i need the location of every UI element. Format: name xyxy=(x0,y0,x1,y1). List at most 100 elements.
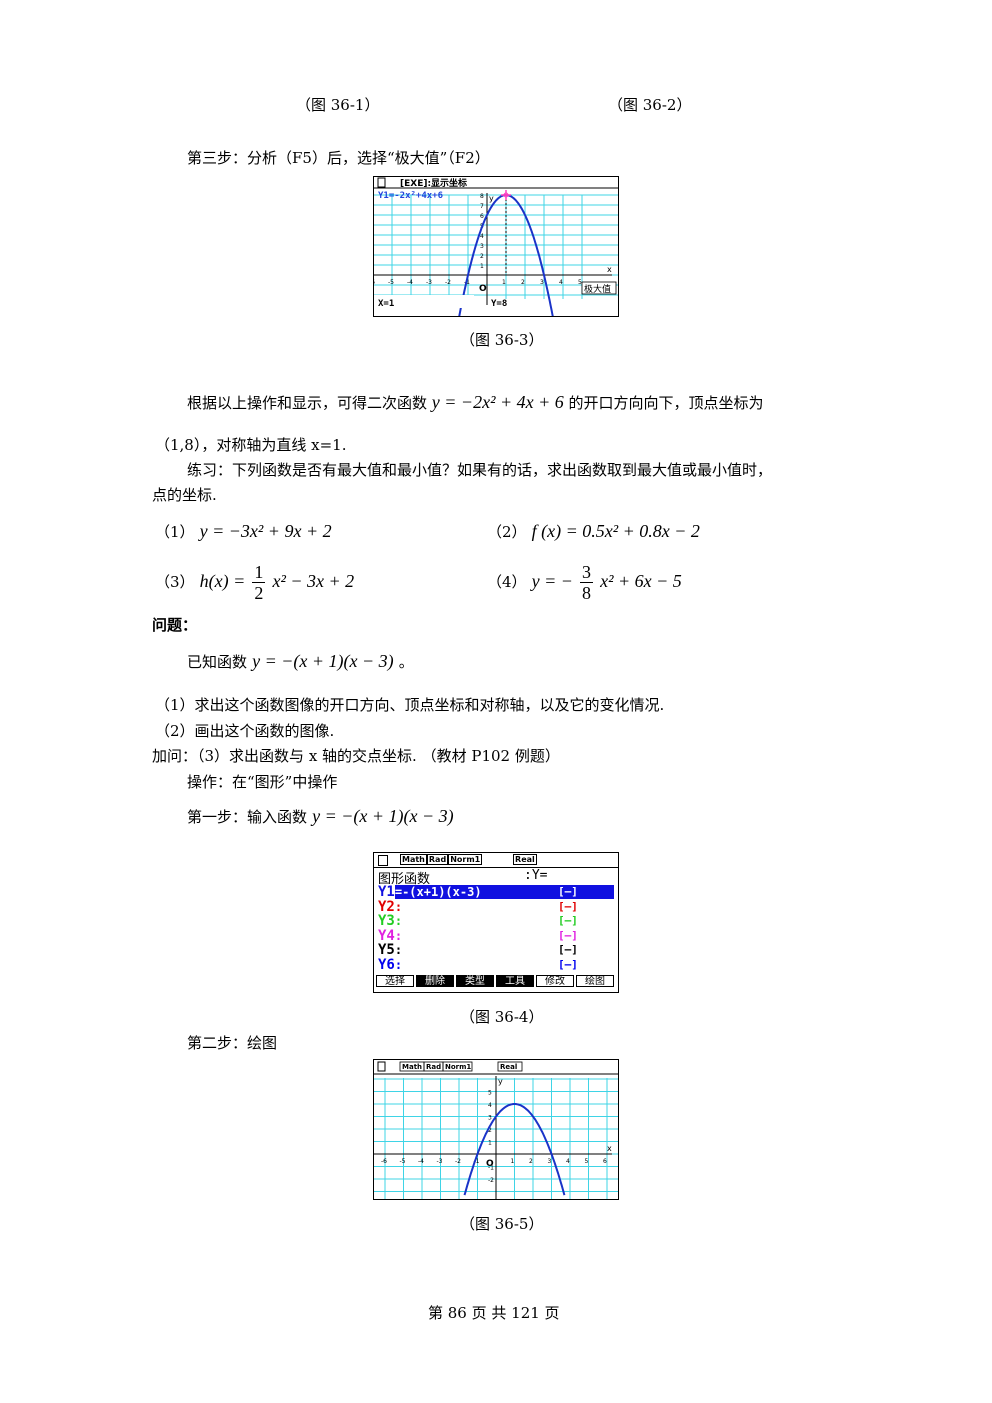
line-style-indicator[interactable]: [—] xyxy=(558,914,578,927)
y-axis-label: y xyxy=(498,1077,503,1086)
status-norm: Norm1 xyxy=(448,854,483,865)
conclusion-line-2: （1,8），对称轴为直线 x=1. xyxy=(155,436,347,454)
exercise-item-1: （1） y = −3x² + 9x + 2 xyxy=(155,521,332,542)
function-expression: : xyxy=(394,914,403,928)
function-text: Y1=-2x²+4x+6 xyxy=(378,191,443,201)
function-row-y3[interactable]: Y3: [—] xyxy=(378,914,614,928)
function-key-bar: 选择 删除 类型 工具 修改 绘图 xyxy=(376,975,616,989)
parabola-curve xyxy=(463,1103,566,1196)
line-style-indicator[interactable]: [—] xyxy=(558,885,578,898)
status-rad: Rad xyxy=(426,854,449,865)
x-tick-label: -3 xyxy=(426,279,432,286)
y-tick-label: 8 xyxy=(480,193,484,200)
line-style-indicator[interactable]: [—] xyxy=(558,928,578,942)
graph-36-3: xy987654321-6-5-4-3-2-112345O[EXE]:显示坐标Y… xyxy=(374,177,618,316)
status-bg xyxy=(374,1060,618,1074)
fkey-f5-button[interactable]: 修改 xyxy=(536,975,574,987)
fkey-f2-button[interactable]: 删除 xyxy=(416,975,454,987)
x-tick-label: -4 xyxy=(407,279,413,286)
fraction-denominator: 2 xyxy=(254,583,264,603)
fkey-f4-button[interactable]: 工具 xyxy=(496,975,534,987)
given-punct: 。 xyxy=(398,653,414,671)
question-1: （1）求出这个函数图像的开口方向、顶点坐标和对称轴，以及它的变化情况. xyxy=(155,696,665,714)
status-norm1: Norm1 xyxy=(445,1063,471,1071)
conclusion-formula: y = −2x² + 4x + 6 xyxy=(431,392,564,412)
function-row-y2[interactable]: Y2: [—] xyxy=(378,900,614,914)
exercise-formula: y = −3x² + 9x + 2 xyxy=(199,521,332,541)
function-label: Y1 xyxy=(378,884,395,900)
y-tick-label: -2 xyxy=(488,1177,494,1184)
step1-formula: y = −(x + 1)(x − 3) xyxy=(312,806,454,826)
calculator-screen-36-5: Math Rad Norm1 Real x y 5 4 3 2 1 -1 -2 -6 -5 -4 -3 -2 -1 1… xyxy=(373,1059,619,1200)
x-readout: X=1 xyxy=(378,299,394,309)
function-label: Y6 xyxy=(378,956,395,973)
x-tick-label: 4 xyxy=(566,1158,570,1165)
step3-text: 第三步：分析（F5）后，选择“极大值”（F2） xyxy=(187,149,490,167)
y-tick-label: 2 xyxy=(488,1127,492,1134)
y-tick-label: 4 xyxy=(480,233,484,240)
fkey-f1-button[interactable]: 选择 xyxy=(376,975,414,987)
y-tick-label: 7 xyxy=(480,203,484,210)
x-axis-label: x xyxy=(607,1144,612,1153)
fraction-denominator: 8 xyxy=(582,583,592,603)
x-tick-label: -2 xyxy=(445,279,451,286)
conclusion-text-before: 根据以上操作和显示，可得二次函数 xyxy=(187,394,428,412)
exercise-item-label: （3） xyxy=(155,573,195,591)
exercise-formula: f (x) = 0.5x² + 0.8x − 2 xyxy=(531,521,700,541)
x-tick-label: 3 xyxy=(540,279,544,286)
x-axis-label: x xyxy=(607,265,612,274)
fraction-numerator: 3 xyxy=(580,562,594,583)
caption-fig-36-4: （图 36-4） xyxy=(460,1008,544,1026)
vertex-marker-circle xyxy=(503,192,509,198)
x-tick-label: 3 xyxy=(548,1158,552,1165)
x-tick-label: 5 xyxy=(585,1158,589,1165)
status-math: Math xyxy=(400,854,427,865)
function-row-y5[interactable]: Y5: [—] xyxy=(378,943,614,957)
exercise-formula-prefix: h(x) = xyxy=(199,571,246,591)
calculator-screen-36-4: Math Rad Norm1 Real 图形函数 :Y= Y1=-(x+1)(x-3… xyxy=(373,852,619,993)
problem-heading: 问题： xyxy=(152,616,198,634)
exercise-item-label: （2） xyxy=(487,523,527,541)
function-row-y6[interactable]: Y6: [—] xyxy=(378,958,614,972)
exercise-formula-suffix: x² + 6x − 5 xyxy=(600,571,682,591)
step2-text: 第二步：绘图 xyxy=(187,1034,278,1052)
battery-icon xyxy=(377,1061,386,1072)
line-style-indicator[interactable]: [—] xyxy=(558,899,578,913)
problem-given: 已知函数 y = −(x + 1)(x − 3) 。 xyxy=(187,651,414,672)
function-row-y1[interactable]: Y1=-(x+1)(x-3) [—] xyxy=(378,884,614,900)
y-tick-label: 1 xyxy=(488,1140,492,1147)
x-tick-label: 1 xyxy=(502,279,506,286)
line-style-indicator[interactable]: [—] xyxy=(558,943,578,956)
exercise-item-label: （1） xyxy=(155,523,195,541)
given-formula: y = −(x + 1)(x − 3) xyxy=(252,651,394,671)
page-footer: 第 86 页 共 121 页 xyxy=(428,1304,560,1322)
y-tick-label: 4 xyxy=(488,1102,492,1109)
step1-line: 第一步：输入函数 y = −(x + 1)(x − 3) xyxy=(187,806,454,827)
x-tick-label: 5 xyxy=(578,279,582,286)
x-tick-label: 2 xyxy=(529,1158,533,1165)
function-expression: : xyxy=(394,928,403,943)
y-tick-label: 6 xyxy=(480,213,484,220)
fkey-f6-button[interactable]: 绘图 xyxy=(576,975,614,987)
exercise-formula-prefix: y = − xyxy=(531,571,573,591)
battery-icon xyxy=(378,855,388,866)
line-style-indicator[interactable]: [—] xyxy=(558,957,578,971)
operation-text: 操作：在“图形”中操作 xyxy=(187,773,338,791)
y-tick-label: 1 xyxy=(480,263,484,270)
fkey-f3-button[interactable]: 类型 xyxy=(456,975,494,987)
x-tick-label: -1 xyxy=(474,1158,480,1165)
function-row-y4[interactable]: Y4: [—] xyxy=(378,929,614,943)
origin-label: O xyxy=(479,284,487,294)
y-tick-label: 5 xyxy=(488,1090,492,1097)
mode-label: 极大值 xyxy=(584,283,611,295)
x-tick-label: 4 xyxy=(559,279,563,286)
function-expression: : xyxy=(394,899,403,914)
exercise-intro-line-2: 点的坐标. xyxy=(152,486,217,504)
x-tick-label: -4 xyxy=(418,1158,424,1165)
status-box xyxy=(497,1061,523,1072)
function-expression: : xyxy=(394,943,403,957)
question-3: 加问：（3）求出函数与 x 轴的交点坐标. （教材 P102 例题） xyxy=(152,747,560,765)
exercise-item-label: （4） xyxy=(487,573,527,591)
